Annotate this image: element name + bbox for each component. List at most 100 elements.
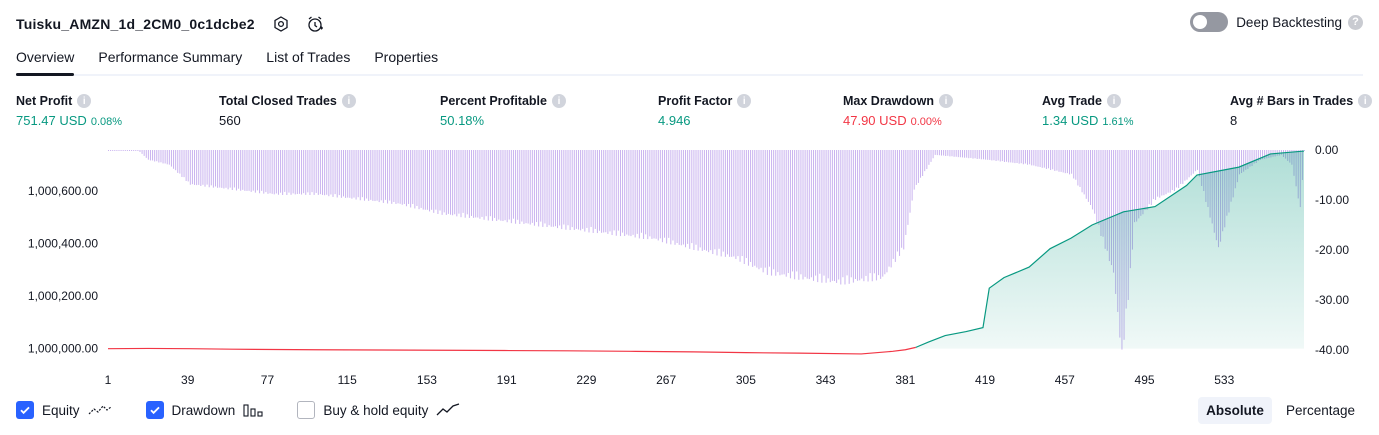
tab-overview[interactable]: Overview [16,46,75,76]
drawdown-bar [943,150,945,156]
legend-buy-hold[interactable]: Buy & hold equity [297,401,460,419]
drawdown-bar [928,150,930,165]
equity-drawdown-chart[interactable]: 1,000,000.00 1,000,200.00 1,000,400.00 1… [0,140,1379,395]
drawdown-bar [957,150,959,158]
drawdown-bar [160,150,162,163]
info-icon[interactable]: i [341,94,356,108]
drawdown-bar [622,150,624,233]
drawdown-bar [840,150,842,285]
drawdown-bar [227,150,229,190]
drawdown-bar [964,150,966,158]
legend-equity[interactable]: Equity [16,401,112,419]
drawdown-bar [548,150,550,226]
drawdown-bar [221,150,223,188]
drawdown-bar [777,150,779,273]
equity-line-below-start [107,346,916,355]
settings-icon[interactable] [269,12,293,36]
drawdown-bar [143,150,145,156]
x-axis-tick: 229 [576,373,596,387]
x-axis-tick: 191 [497,373,517,387]
mode-percentage-button[interactable]: Percentage [1285,403,1355,418]
drawdown-bar [1140,150,1142,216]
drawdown-bar [619,150,621,237]
drawdown-bar [756,150,758,268]
drawdown-bar [813,150,815,281]
drawdown-bar [1098,150,1100,225]
alert-icon[interactable] [303,12,327,36]
metric-value: 8 [1230,113,1238,128]
drawdown-checkbox[interactable] [145,401,164,419]
drawdown-bar [1257,150,1259,161]
drawdown-bar [445,150,447,215]
tab-list-of-trades[interactable]: List of Trades [266,49,351,65]
drawdown-bar [792,150,794,272]
drawdown-bar [1167,150,1169,193]
drawdown-bar [273,150,275,195]
drawdown-bar [290,150,292,195]
drawdown-bar [771,150,773,276]
drawdown-bar [636,150,638,234]
drawdown-bar [382,150,384,203]
drawdown-bar [147,150,149,160]
drawdown-bar [540,150,542,222]
x-axis-tick: 305 [736,373,756,387]
drawdown-bar [1186,150,1188,180]
drawdown-bar [441,150,443,215]
drawdown-bar [215,150,217,187]
drawdown-bar [936,150,938,156]
drawdown-bar [1180,150,1182,184]
drawdown-bar [378,150,380,203]
drawdown-bar [787,150,789,274]
equity-checkbox[interactable] [16,401,34,419]
drawdown-bar [435,150,437,210]
info-icon[interactable]: i [77,94,92,108]
drawdown-bar [420,150,422,208]
metric-percent-profitable: Percent Profitable i 50.18% [440,93,566,128]
drawdown-bar [294,150,296,195]
legend-drawdown[interactable]: Drawdown [145,401,264,419]
drawdown-bar [890,150,892,268]
drawdown-bar [1184,150,1186,181]
drawdown-bar [1280,150,1282,155]
help-icon[interactable]: ? [1348,14,1363,30]
drawdown-bar [687,150,689,244]
drawdown-bar [695,150,697,245]
mode-absolute-button[interactable]: Absolute [1198,397,1272,424]
drawdown-bar [703,150,705,250]
drawdown-bar [609,150,611,232]
tab-performance-summary[interactable]: Performance Summary [98,49,243,65]
deep-backtesting-toggle[interactable] [1190,12,1229,32]
drawdown-bar [565,150,567,230]
drawdown-bar [280,150,282,193]
info-icon[interactable]: i [939,94,953,108]
drawdown-bar [569,150,571,231]
drawdown-bar [179,150,181,174]
tab-properties[interactable]: Properties [374,49,439,65]
drawdown-bar [1161,150,1163,196]
drawdown-bar [483,150,485,220]
drawdown-bar [1163,150,1165,196]
buy-hold-checkbox[interactable] [297,401,316,419]
drawdown-bar [875,150,877,281]
info-icon[interactable]: i [1358,94,1373,108]
left-axis: 1,000,000.00 1,000,200.00 1,000,400.00 1… [28,184,98,356]
drawdown-bar [626,150,628,235]
drawdown-bar [651,150,653,239]
drawdown-bar [416,150,418,206]
drawdown-bar [951,150,953,157]
info-icon[interactable]: i [551,94,566,108]
info-icon[interactable]: i [1106,94,1121,108]
drawdown-bar [657,150,659,241]
info-icon[interactable]: i [737,94,752,108]
drawdown-bar [1134,150,1136,223]
metric-label: Percent Profitable [440,94,547,108]
drawdown-bar [1035,150,1037,167]
drawdown-bar [924,150,926,172]
metric-label: Total Closed Trades [219,94,337,108]
drawdown-bar [305,150,307,195]
drawdown-bar [345,150,347,198]
drawdown-bar [760,150,762,268]
drawdown-bar [1022,150,1024,165]
drawdown-bar [508,150,510,220]
drawdown-bar [177,150,179,173]
